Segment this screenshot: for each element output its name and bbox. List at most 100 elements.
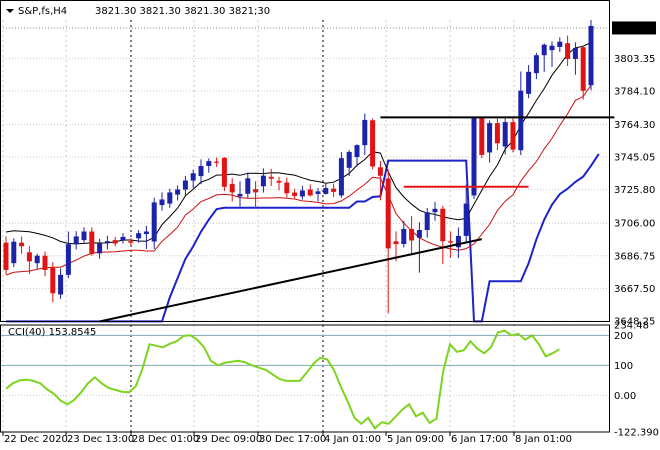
dropdown-triangle-icon[interactable] — [6, 9, 14, 13]
price-tick-label: 3725.80 — [614, 185, 655, 196]
price-tick-label: 3784.10 — [614, 86, 655, 97]
candle-body — [487, 123, 493, 153]
candle — [416, 222, 422, 273]
candle — [346, 150, 352, 176]
candle-body — [136, 233, 142, 239]
candle — [565, 35, 571, 67]
price-tick-label: 3764.30 — [614, 120, 655, 131]
candle-body — [565, 43, 571, 59]
chart-header: S&P,fs,H4 3821.30 3821.30 3821.30 3821;3… — [6, 6, 270, 17]
candle — [151, 197, 157, 249]
candle-body — [393, 241, 399, 245]
candle-body — [323, 187, 329, 194]
cci-header: CCI(40) 153.8545 — [8, 327, 96, 338]
candle-body — [128, 241, 134, 243]
candle — [182, 175, 188, 196]
candle — [253, 181, 259, 208]
price-tick-label: 3706.00 — [614, 219, 655, 230]
candle-body — [65, 244, 71, 275]
candle — [315, 187, 321, 202]
candle — [377, 160, 383, 201]
current-price-tag-text: 3821.30 — [615, 23, 656, 34]
candle — [518, 71, 524, 156]
candle — [393, 231, 399, 262]
candle — [588, 20, 594, 91]
candle-body — [104, 241, 110, 244]
price-chart — [3, 20, 615, 323]
candle-body — [292, 192, 298, 196]
candle-body — [276, 180, 282, 183]
price-tick-label: 3667.50 — [614, 284, 655, 295]
candle — [11, 238, 17, 268]
candle — [190, 169, 196, 189]
cci-line — [5, 329, 560, 430]
candle-body — [533, 55, 539, 74]
candle-body — [549, 45, 555, 51]
candle-body — [221, 157, 227, 187]
candle-body — [214, 161, 220, 163]
candle-body — [377, 167, 383, 176]
price-panel-frame — [0, 0, 610, 322]
candle — [572, 42, 578, 75]
ohlc-readout: 3821.30 3821.30 3821.30 3821;30 — [95, 6, 270, 17]
candle — [97, 238, 103, 259]
candle — [440, 205, 446, 265]
candle-body — [253, 189, 259, 193]
candle — [276, 176, 282, 191]
candle-body — [416, 229, 422, 238]
candle-body — [198, 165, 204, 177]
candle-body — [502, 122, 508, 147]
candle — [50, 262, 56, 303]
candle-body — [245, 178, 251, 194]
candle — [533, 52, 539, 80]
candle — [120, 233, 126, 244]
cci-tick-label: 234.48 — [614, 321, 649, 332]
candle-body — [518, 90, 524, 151]
candle — [471, 116, 477, 200]
candle-body — [346, 151, 352, 168]
moving-average-line — [5, 42, 592, 245]
candle-body — [541, 44, 547, 56]
cci-tick-label: -122.3901 — [614, 428, 660, 439]
candle — [362, 113, 368, 155]
current-price-tag-bg — [612, 21, 656, 35]
candle-body — [112, 240, 118, 244]
candle — [175, 185, 181, 201]
candle — [104, 235, 110, 250]
candle — [502, 116, 508, 155]
candle — [198, 159, 204, 185]
candle-body — [3, 242, 9, 270]
candle — [81, 227, 87, 243]
candle-body — [97, 243, 103, 254]
candle-body — [354, 145, 360, 157]
candle-body — [182, 180, 188, 190]
candle — [89, 227, 95, 256]
candle-body — [471, 117, 477, 196]
candle-body — [510, 122, 516, 150]
candle — [136, 230, 142, 243]
price-tick-label: 3803.35 — [614, 54, 655, 65]
candle-body — [370, 120, 376, 167]
candle-body — [362, 119, 368, 146]
candle — [19, 236, 25, 254]
candle-body — [89, 231, 95, 255]
candle-body — [580, 47, 586, 91]
cci-tick-label: 200 — [614, 331, 633, 342]
candle-body — [284, 182, 290, 194]
trendline[interactable] — [99, 238, 483, 323]
candle — [580, 45, 586, 100]
candle-body — [167, 192, 173, 204]
candle — [3, 236, 9, 275]
candle-body — [385, 178, 391, 249]
candle — [401, 220, 407, 248]
candle — [73, 231, 79, 250]
time-tick-label: 4 Jan 01:00 — [324, 434, 381, 445]
candle — [424, 207, 430, 238]
candle-body — [338, 158, 344, 196]
time-tick-label: 29 Dec 09:00 — [195, 434, 262, 445]
candle-body — [229, 183, 235, 193]
cci-tick-label: 0.00 — [614, 391, 636, 402]
